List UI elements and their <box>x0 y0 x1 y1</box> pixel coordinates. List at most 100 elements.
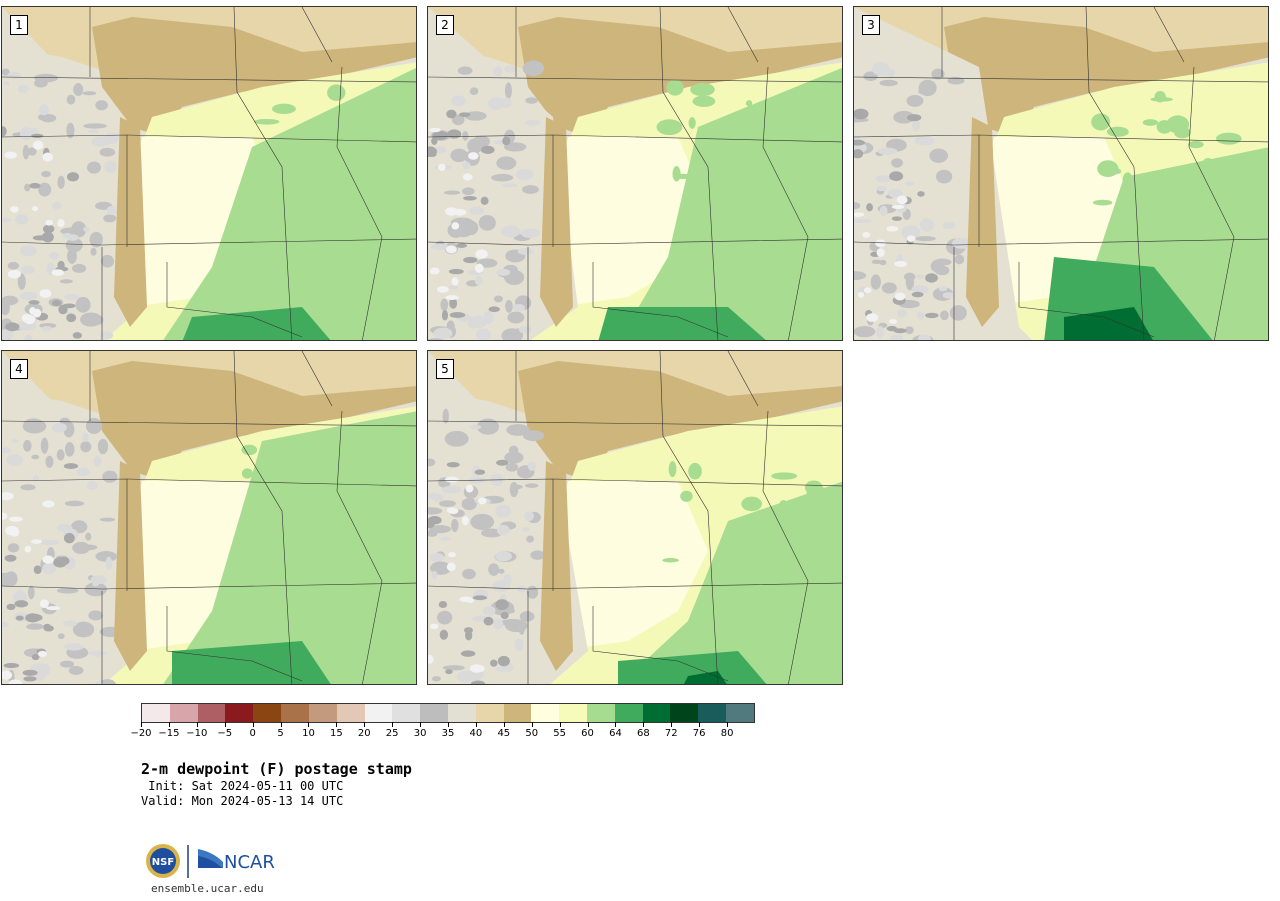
terrain-patch <box>87 129 100 134</box>
terrain-patch <box>459 596 473 603</box>
dry-air-band <box>540 461 573 671</box>
terrain-patch <box>901 225 921 240</box>
terrain-patch <box>94 681 104 684</box>
terrain-patch <box>503 142 527 152</box>
terrain-patch <box>19 245 37 257</box>
terrain-patch <box>42 500 55 508</box>
terrain-patch <box>896 195 908 205</box>
terrain-patch <box>504 82 512 99</box>
terrain-patch <box>475 328 492 340</box>
state-border <box>659 7 719 340</box>
terrain-patch <box>816 514 831 529</box>
terrain-patch <box>854 326 876 338</box>
colorbar-tick <box>559 722 561 727</box>
terrain-patch <box>492 580 511 592</box>
colorbar-swatch <box>336 704 365 722</box>
terrain-patch <box>522 60 545 77</box>
terrain-patch <box>889 171 904 182</box>
terrain-patch <box>448 508 459 514</box>
terrain-patch <box>68 665 84 676</box>
terrain-patch <box>64 293 80 301</box>
colorbar-tick-label: 64 <box>609 728 622 739</box>
terrain-patch <box>823 165 841 176</box>
terrain-patch <box>438 601 448 608</box>
colorbar-swatch <box>614 704 643 722</box>
terrain-patch <box>496 459 509 466</box>
terrain-patch <box>72 332 83 339</box>
terrain-patch <box>692 95 716 107</box>
terrain-patch <box>468 152 479 160</box>
terrain-patch <box>59 279 73 284</box>
terrain-patch <box>66 313 77 323</box>
terrain-patch <box>433 327 453 340</box>
terrain-patch <box>497 655 510 667</box>
terrain-patch <box>80 312 102 327</box>
terrain-patch <box>2 295 19 306</box>
terrain-patch <box>456 243 468 248</box>
terrain-patch <box>7 543 20 553</box>
terrain-patch <box>438 163 446 171</box>
terrain-patch <box>23 676 37 682</box>
terrain-patch <box>360 553 375 570</box>
terrain-patch <box>87 650 107 656</box>
terrain-patch <box>729 529 753 547</box>
terrain-patch <box>917 191 925 197</box>
state-border <box>727 7 759 63</box>
terrain-patch <box>57 175 65 189</box>
terrain-patch <box>914 136 935 146</box>
terrain-patch <box>1092 199 1113 206</box>
terrain-patch <box>488 97 505 110</box>
state-border <box>854 238 1268 246</box>
terrain-patch <box>100 254 115 268</box>
terrain-patch <box>39 539 60 545</box>
terrain-patch <box>45 455 54 468</box>
terrain-patch <box>106 205 117 216</box>
terrain-patch <box>22 669 38 676</box>
terrain-patch <box>32 140 44 150</box>
terrain-patch <box>527 461 537 471</box>
colorbar-swatch <box>169 704 198 722</box>
terrain-patch <box>741 496 762 512</box>
dry-air-band <box>966 117 999 327</box>
colorbar-tick-label: 15 <box>329 728 343 739</box>
terrain-patch <box>512 304 525 312</box>
terrain-patch <box>495 551 512 562</box>
state-border <box>2 76 416 83</box>
map-panel-5: 5 <box>427 350 843 685</box>
terrain-patch <box>668 461 677 478</box>
terrain-patch <box>779 499 788 513</box>
terrain-patch <box>15 615 24 621</box>
dry-air-region <box>428 7 578 340</box>
map-panel-2: 2 <box>427 6 843 341</box>
terrain-patch <box>245 514 265 522</box>
colorbar-swatch <box>308 704 337 722</box>
terrain-patch <box>370 538 395 548</box>
moisture-region <box>618 651 767 684</box>
terrain-patch <box>745 100 753 107</box>
colorbar-swatch <box>142 704 170 722</box>
terrain-patch <box>472 595 488 600</box>
terrain-patch <box>429 267 440 275</box>
terrain-patch <box>451 222 460 230</box>
terrain-patch <box>893 110 915 124</box>
state-border <box>2 420 416 427</box>
terrain-patch <box>520 228 541 239</box>
state-border <box>1018 262 1155 338</box>
terrain-patch <box>954 254 965 265</box>
terrain-patch <box>1174 126 1191 139</box>
figure-title: 2-m dewpoint (F) postage stamp <box>141 760 412 778</box>
colorbar-tick-label: −10 <box>186 728 208 739</box>
terrain-patch <box>5 322 20 332</box>
terrain-patch <box>7 270 21 279</box>
state-border <box>336 410 383 684</box>
terrain-patch <box>656 119 683 136</box>
terrain-patch <box>24 314 36 325</box>
colorbar-tick <box>196 722 198 727</box>
terrain-patch <box>875 239 886 248</box>
terrain-patch <box>17 84 29 94</box>
terrain-patch <box>448 268 464 275</box>
terrain-patch <box>59 660 75 668</box>
terrain-patch <box>86 161 101 174</box>
terrain-patch <box>525 97 539 104</box>
terrain-patch <box>57 218 65 228</box>
